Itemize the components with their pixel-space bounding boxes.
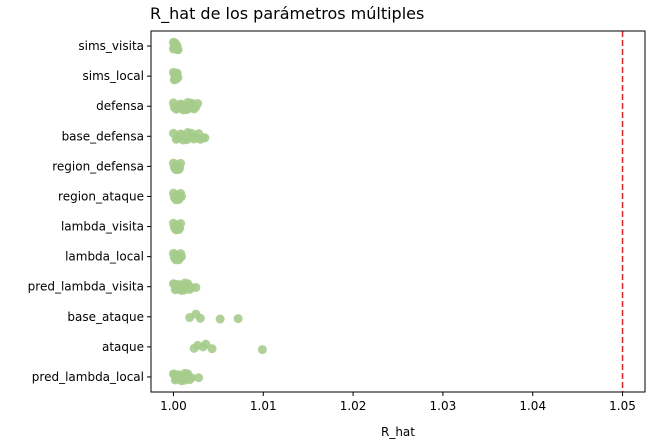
data-point — [185, 284, 195, 294]
x-tick-label: 1.04 — [519, 399, 546, 413]
data-point — [192, 132, 202, 142]
data-point — [207, 344, 217, 354]
data-point — [177, 252, 187, 262]
data-point — [201, 339, 211, 349]
data-points — [168, 37, 267, 386]
y-tick-label: region_ataque — [58, 189, 144, 203]
y-tick-label: pred_lambda_local — [32, 370, 144, 384]
data-point — [177, 191, 187, 201]
data-point — [186, 98, 196, 108]
y-tick-label: ataque — [102, 340, 144, 354]
y-tick-label: defensa — [96, 99, 144, 113]
data-point — [170, 161, 180, 171]
data-point — [180, 278, 190, 288]
x-tick-label: 1.03 — [430, 399, 457, 413]
y-tick-label: lambda_visita — [61, 220, 144, 234]
x-axis: 1.00 1.01 1.02 1.03 1.04 1.05 — [160, 392, 636, 413]
y-tick-label: base_ataque — [67, 310, 144, 324]
x-tick-label: 1.01 — [250, 399, 277, 413]
data-point — [177, 285, 187, 295]
data-point — [169, 102, 179, 112]
y-tick-label: sims_local — [83, 69, 145, 83]
data-point — [178, 135, 188, 145]
data-point — [177, 376, 187, 386]
y-tick-label: region_defensa — [52, 159, 144, 173]
chart-title: R_hat de los parámetros múltiples — [150, 4, 424, 24]
data-point — [195, 313, 205, 323]
y-tick-label: sims_visita — [78, 39, 144, 53]
x-tick-label: 1.05 — [609, 399, 636, 413]
x-axis-label: R_hat — [381, 425, 415, 439]
x-tick-label: 1.00 — [160, 399, 187, 413]
data-point — [215, 314, 225, 324]
data-point — [180, 368, 190, 378]
data-point — [194, 373, 204, 383]
y-tick-label: lambda_local — [65, 250, 144, 264]
plot-frame — [150, 30, 646, 393]
data-point — [172, 69, 182, 79]
data-point — [257, 345, 267, 355]
data-point — [185, 375, 195, 385]
x-tick-label: 1.02 — [340, 399, 367, 413]
data-point — [233, 314, 243, 324]
y-tick-label: pred_lambda_visita — [28, 280, 144, 294]
data-point — [173, 44, 183, 54]
data-point — [170, 222, 180, 232]
y-tick-label: base_defensa — [62, 129, 144, 143]
